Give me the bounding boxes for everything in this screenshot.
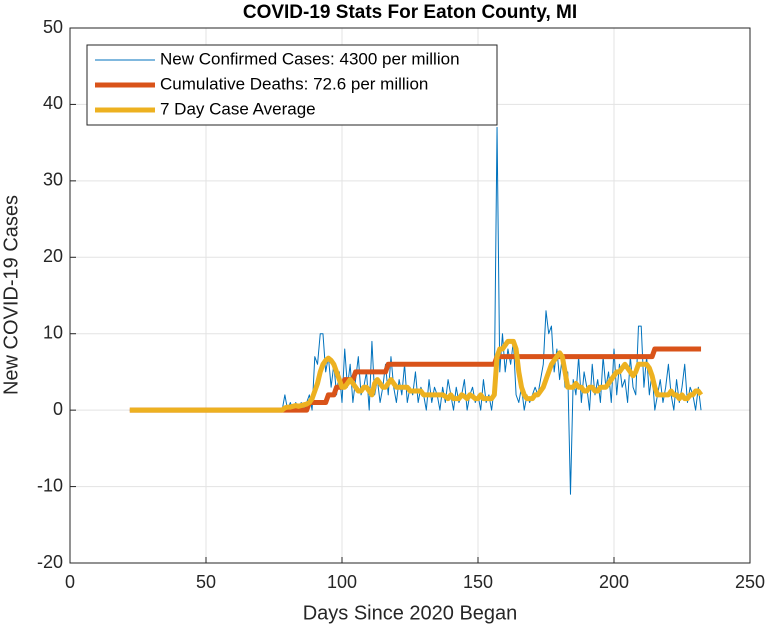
chart-title: COVID-19 Stats For Eaton County, MI: [243, 2, 577, 23]
x-tick-label: 150: [463, 572, 493, 592]
legend: New Confirmed Cases: 4300 per million Cum…: [86, 44, 498, 126]
y-tick-label: 0: [53, 399, 63, 419]
y-axis-label: New COVID-19 Cases: [0, 195, 22, 395]
series-line: [129, 338, 704, 413]
axes-box: [69, 27, 751, 564]
legend-label: Cumulative Deaths: 72.6 per million: [160, 74, 428, 93]
y-tick-label: 20: [43, 246, 63, 266]
ticks: 0 50 100 150 200 250 -20 -10 0 10 20 30 40 50: [37, 17, 765, 592]
y-tick-label: -20: [37, 552, 63, 572]
x-tick-label: 0: [65, 572, 75, 592]
x-axis-label: Days Since 2020 Began: [303, 602, 518, 624]
x-tick-label: 250: [735, 572, 765, 592]
y-tick-label: 10: [43, 322, 63, 342]
y-tick-label: 40: [43, 93, 63, 113]
plot-lines: [129, 126, 704, 495]
y-tick-label: 50: [43, 17, 63, 37]
legend-label: 7 Day Case Average: [160, 99, 316, 118]
legend-box: [86, 44, 498, 126]
legend-label: New Confirmed Cases: 4300 per million: [160, 49, 460, 68]
x-tick-label: 100: [327, 572, 357, 592]
y-tick-label: 30: [43, 170, 63, 190]
x-tick-label: 50: [196, 572, 216, 592]
y-tick-label: -10: [37, 475, 63, 495]
x-tick-label: 200: [599, 572, 629, 592]
